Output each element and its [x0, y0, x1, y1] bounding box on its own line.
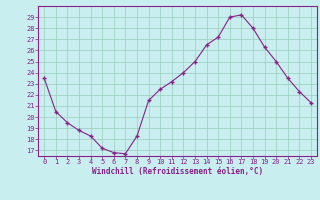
- X-axis label: Windchill (Refroidissement éolien,°C): Windchill (Refroidissement éolien,°C): [92, 167, 263, 176]
